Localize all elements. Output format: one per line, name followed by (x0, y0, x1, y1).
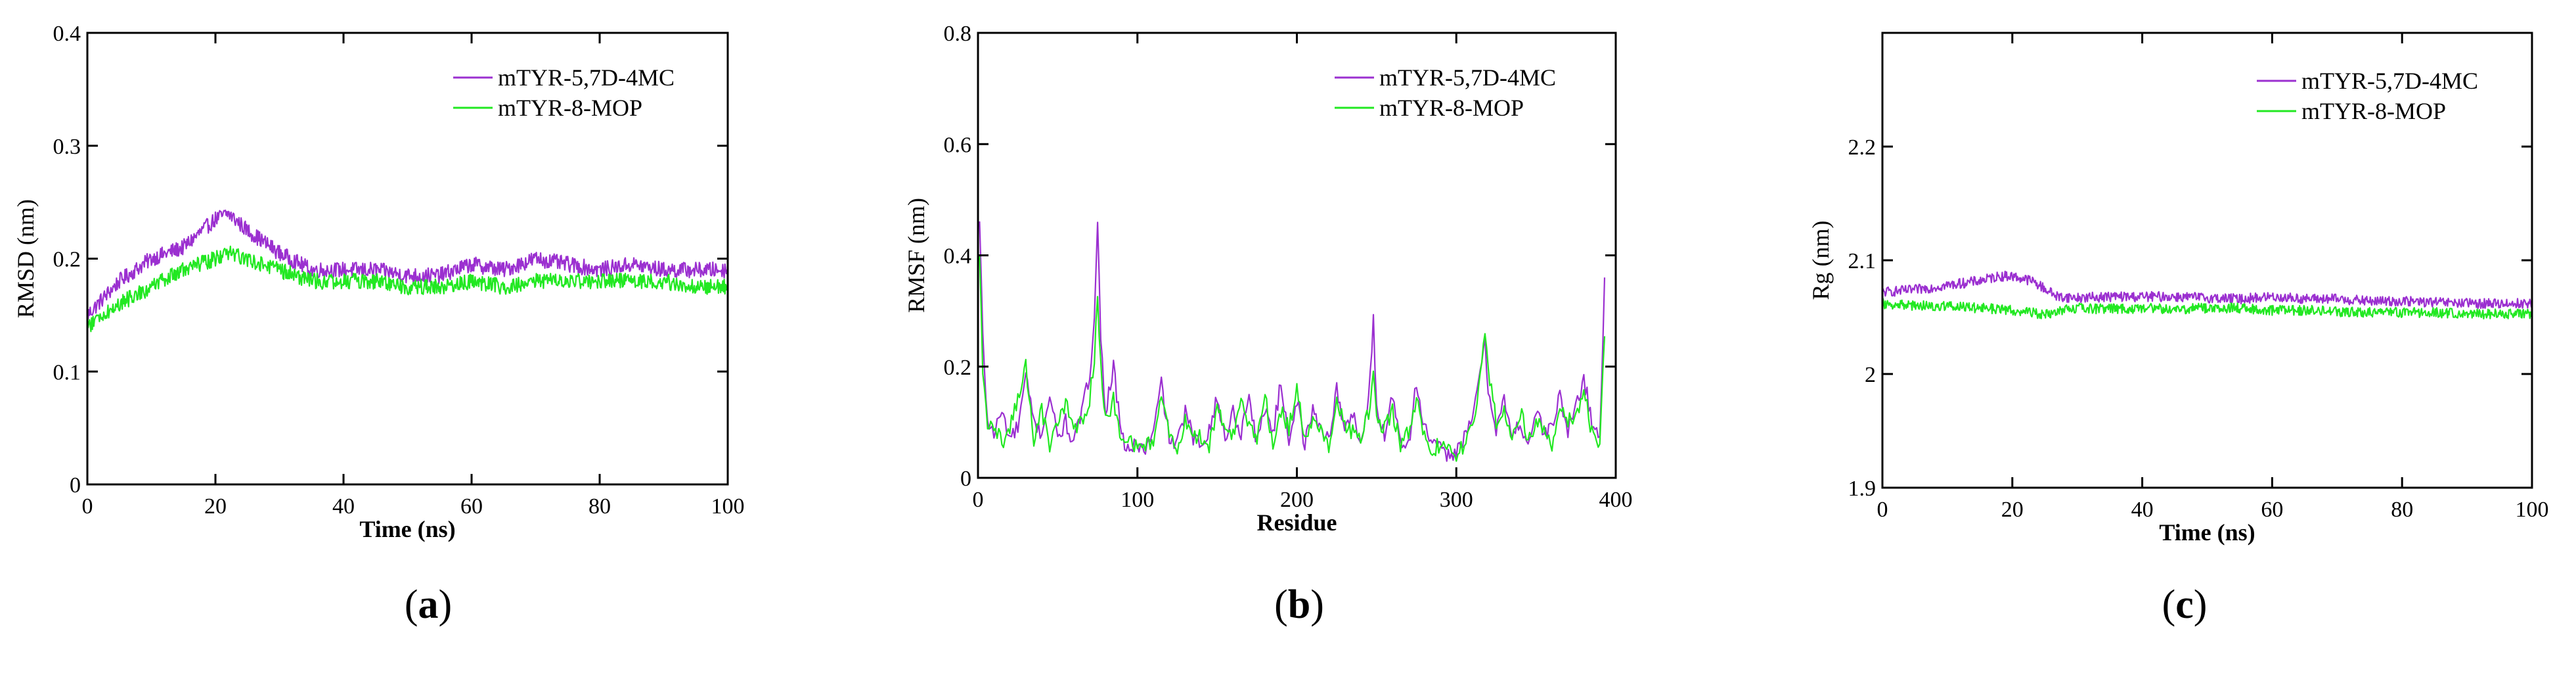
panel-label-c: (c) (2162, 582, 2208, 627)
x-tick-label: 100 (1121, 488, 1154, 512)
x-tick-label: 60 (2261, 498, 2283, 522)
y-tick-label: 0 (960, 467, 971, 491)
y-tick-label: 0.6 (944, 133, 972, 157)
panel-label-b: (b) (1274, 582, 1324, 627)
x-tick-label: 40 (2131, 498, 2154, 522)
x-tick-label: 0 (973, 488, 984, 512)
x-tick-label: 40 (332, 494, 355, 519)
chart-a: 0 20 40 60 80 100 0 0.1 0.2 0.3 0.4 Time (ns) RMSD (… (12, 22, 745, 542)
x-tick-label: 20 (2001, 498, 2024, 522)
y-tick-label: 0.4 (53, 22, 81, 46)
y-tick-label: 1.9 (1848, 477, 1876, 501)
legend-label-1: mTYR-5,7D-4MC (1379, 64, 1556, 91)
series-line-2 (1881, 298, 2533, 319)
panel-label-a: (a) (404, 582, 453, 627)
series-line-2 (86, 245, 728, 333)
y-tick-label: 0 (70, 473, 81, 498)
x-tick-label: 0 (82, 494, 93, 519)
chart-b: 0 100 200 300 400 0 0.2 0.4 0.6 0.8 Residue RMSF (n… (903, 22, 1633, 536)
x-tick-label: 60 (460, 494, 483, 519)
series-line-1 (1882, 270, 2533, 310)
y-tick-label: 0.2 (53, 248, 81, 272)
y-tick-label: 0.8 (944, 22, 972, 46)
y-axis-label: RMSD (nm) (12, 199, 39, 318)
legend-label-2: mTYR-8-MOP (1379, 95, 1524, 121)
y-tick-label: 2.1 (1848, 249, 1876, 273)
legend-label-1: mTYR-5,7D-4MC (2301, 68, 2478, 94)
x-tick-label: 100 (2516, 498, 2549, 522)
y-tick-label: 0.1 (53, 360, 81, 385)
y-tick-label: 0.4 (944, 245, 972, 269)
x-axis-label: Time (ns) (359, 516, 455, 542)
y-axis-label: Rg (nm) (1808, 221, 1834, 300)
x-tick-label: 300 (1440, 488, 1473, 512)
x-tick-label: 80 (2391, 498, 2413, 522)
legend-label-2: mTYR-8-MOP (498, 95, 642, 121)
x-tick-label: 400 (1599, 488, 1633, 512)
x-tick-label: 20 (204, 494, 227, 519)
legend-label-2: mTYR-8-MOP (2301, 98, 2446, 124)
y-tick-label: 0.2 (944, 356, 972, 380)
x-axis-label: Residue (1256, 509, 1337, 536)
x-tick-label: 100 (711, 494, 745, 519)
series-line-2 (979, 254, 1606, 462)
x-tick-label: 200 (1280, 488, 1314, 512)
y-tick-label: 0.3 (53, 135, 81, 159)
x-tick-label: 0 (1877, 498, 1888, 522)
x-tick-label: 80 (588, 494, 611, 519)
y-tick-label: 2 (1865, 363, 1876, 387)
y-tick-label: 2.2 (1848, 135, 1876, 160)
chart-c: 0 20 40 60 80 100 1.9 2 2.1 2.2 Time (ns) Rg (nm) mT… (1808, 32, 2549, 546)
x-axis-label: Time (ns) (2159, 519, 2255, 546)
y-axis-label: RMSF (nm) (903, 198, 929, 313)
legend-label-1: mTYR-5,7D-4MC (498, 64, 675, 91)
series-line-1 (86, 209, 729, 320)
series-line-1 (979, 221, 1606, 462)
